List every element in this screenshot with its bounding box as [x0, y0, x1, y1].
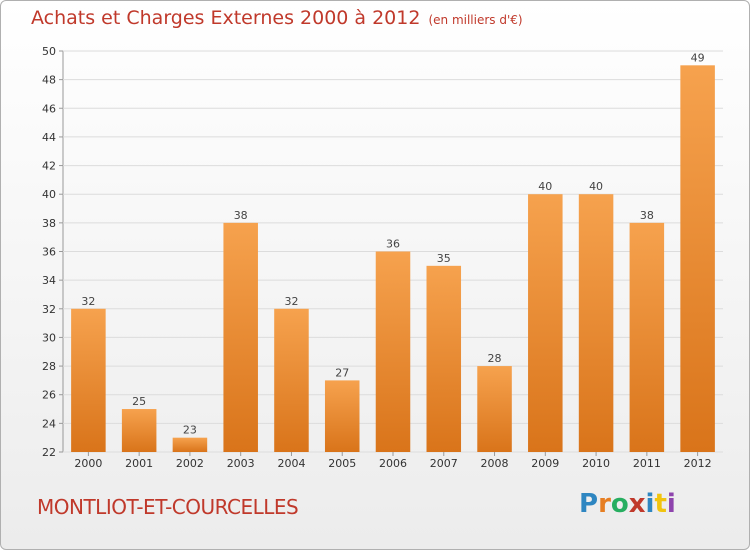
x-tick-label: 2000 — [74, 457, 102, 470]
bar — [477, 366, 512, 452]
data-label: 28 — [488, 352, 502, 365]
chart-title-text: Achats et Charges Externes 2000 à 2012 — [31, 7, 421, 29]
x-tick-label: 2012 — [684, 457, 712, 470]
y-tick-label: 34 — [42, 274, 56, 287]
data-label: 35 — [437, 252, 451, 265]
data-label: 23 — [183, 424, 197, 437]
bar — [324, 380, 360, 452]
chart-subtitle: (en milliers d'€) — [428, 13, 523, 27]
y-tick-label: 48 — [42, 74, 56, 87]
x-tick-label: 2010 — [582, 457, 610, 470]
logo-letter: r — [598, 489, 611, 519]
data-label: 40 — [589, 180, 603, 193]
data-label: 40 — [538, 180, 552, 193]
y-tick-label: 44 — [42, 131, 56, 144]
proxiti-logo: Proxiti — [579, 489, 676, 519]
y-tick-label: 30 — [42, 331, 56, 344]
y-tick-label: 22 — [42, 446, 56, 459]
x-tick-label: 2001 — [125, 457, 153, 470]
data-label: 25 — [132, 395, 146, 408]
bar — [528, 194, 563, 452]
data-label: 27 — [335, 366, 349, 379]
commune-name: MONTLIOT-ET-COURCELLES — [37, 495, 299, 519]
x-tick-label: 2003 — [227, 457, 255, 470]
data-label: 49 — [691, 51, 705, 64]
x-tick-label: 2002 — [176, 457, 204, 470]
bar — [680, 65, 715, 453]
data-label: 32 — [81, 295, 95, 308]
chart-title: Achats et Charges Externes 2000 à 2012 (e… — [31, 7, 523, 29]
bar — [426, 265, 462, 452]
y-tick-label: 50 — [42, 45, 56, 58]
logo-letter: t — [654, 489, 667, 519]
y-tick-label: 42 — [42, 160, 56, 173]
y-tick-label: 38 — [42, 217, 56, 230]
x-tick-label: 2008 — [481, 457, 509, 470]
data-label: 32 — [284, 295, 298, 308]
x-tick-label: 2004 — [277, 457, 305, 470]
label-layer: 22 24 26 28 30 32 34 36 38 40 42 44 46 48 50 32 2000 25 20… — [42, 45, 712, 470]
y-tick-label: 46 — [42, 102, 56, 115]
x-tick-label: 2007 — [430, 457, 458, 470]
x-tick-label: 2009 — [531, 457, 559, 470]
bar — [274, 308, 309, 452]
bar-layer — [71, 65, 715, 453]
y-tick-label: 24 — [42, 417, 56, 430]
logo-letter: i — [645, 489, 655, 519]
data-label: 36 — [386, 238, 400, 251]
y-tick-label: 28 — [42, 360, 56, 373]
bar — [172, 437, 208, 452]
y-tick-label: 40 — [42, 188, 56, 201]
y-tick-label: 36 — [42, 246, 56, 259]
y-tick-label: 32 — [42, 303, 56, 316]
logo-letter: i — [666, 489, 676, 519]
bar — [629, 222, 665, 452]
x-tick-label: 2005 — [328, 457, 356, 470]
logo-letter: o — [610, 489, 629, 519]
bar — [223, 222, 258, 452]
data-label: 38 — [640, 209, 654, 222]
logo-letter: x — [628, 489, 646, 519]
bar — [71, 308, 106, 452]
y-tick-label: 26 — [42, 389, 56, 402]
logo-letter: P — [579, 489, 599, 519]
bar — [375, 251, 411, 452]
data-label: 38 — [234, 209, 248, 222]
x-tick-label: 2006 — [379, 457, 407, 470]
x-tick-label: 2011 — [633, 457, 661, 470]
bar — [121, 409, 157, 452]
bar — [578, 194, 614, 452]
